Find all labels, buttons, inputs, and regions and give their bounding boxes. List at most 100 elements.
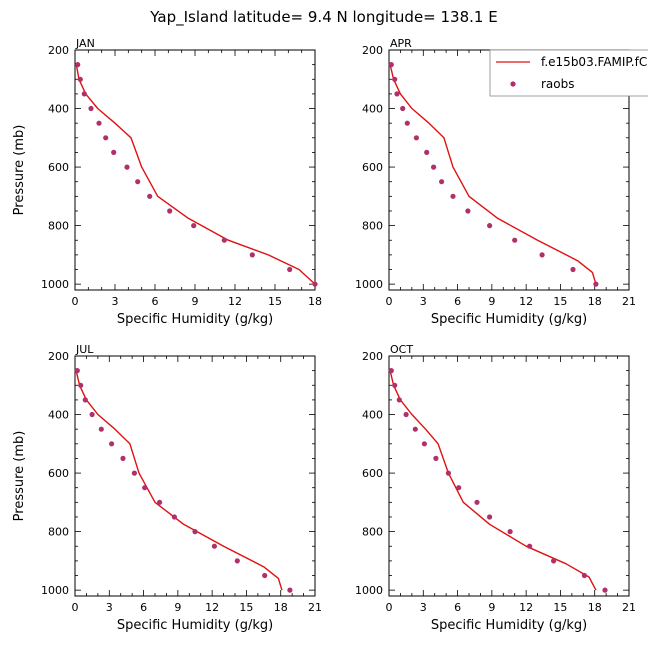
legend: f.e15b03.FAMIP.fC raobs [489, 49, 648, 97]
x-tick-label: 12 [205, 601, 219, 614]
x-tick-label: 3 [112, 295, 119, 308]
raobs-point [412, 426, 418, 432]
panel-label: OCT [390, 343, 413, 356]
raobs-point [424, 149, 430, 155]
y-tick-label: 400 [48, 103, 69, 116]
raobs-point [312, 281, 318, 287]
raobs-point [465, 208, 471, 214]
raobs-point [75, 62, 81, 68]
x-tick-label: 18 [588, 601, 602, 614]
model-series-line [75, 370, 283, 591]
raobs-point [191, 223, 197, 229]
raobs-point [392, 382, 398, 388]
raobs-point [602, 587, 608, 593]
raobs-point [147, 193, 153, 199]
x-axis-label: Specific Humidity (g/kg) [117, 618, 273, 633]
x-tick-label: 12 [228, 295, 242, 308]
raobs-point [74, 368, 80, 374]
x-tick-label: 15 [268, 295, 282, 308]
raobs-point [396, 397, 402, 403]
raobs-point [445, 470, 451, 476]
x-tick-label: 12 [519, 601, 533, 614]
raobs-point [171, 514, 177, 520]
x-tick-label: 12 [519, 295, 533, 308]
raobs-point [456, 485, 462, 491]
raobs-point [539, 252, 545, 258]
raobs-point [431, 164, 437, 170]
x-tick-label: 15 [553, 601, 567, 614]
raobs-point [103, 135, 109, 141]
raobs-point [77, 76, 83, 82]
raobs-point [287, 266, 293, 273]
y-tick-label: 400 [362, 409, 383, 422]
raobs-point [234, 558, 240, 564]
raobs-point [88, 105, 94, 112]
raobs-point [249, 252, 255, 258]
raobs-point [404, 120, 410, 126]
legend-obs-swatch [510, 81, 516, 87]
raobs-point [392, 76, 398, 82]
x-axis-label: Specific Humidity (g/kg) [431, 618, 587, 633]
x-tick-label: 0 [386, 601, 393, 614]
y-tick-label: 600 [362, 467, 383, 480]
raobs-point [512, 237, 518, 243]
raobs-point [109, 441, 115, 447]
x-tick-label: 3 [106, 601, 113, 614]
x-tick-label: 0 [386, 295, 393, 308]
raobs-point [287, 587, 293, 593]
raobs-point [388, 62, 394, 68]
y-tick-label: 600 [48, 467, 69, 480]
model-series-line [389, 64, 597, 285]
raobs-point [111, 149, 117, 155]
raobs-point [96, 120, 102, 126]
y-tick-label: 1000 [355, 278, 383, 291]
x-tick-label: 3 [420, 295, 427, 308]
y-tick-label: 800 [48, 526, 69, 539]
legend-box [489, 49, 648, 97]
raobs-point [400, 105, 406, 112]
x-tick-label: 6 [454, 295, 461, 308]
panel-oct: OCT 0 3 6 9 12 15 18 21 200 400 600 800 1000 Specific … [355, 343, 636, 633]
raobs-point [487, 514, 493, 520]
x-axis-label: Specific Humidity (g/kg) [117, 312, 273, 327]
raobs-point [192, 529, 198, 535]
y-tick-label: 600 [48, 161, 69, 174]
x-tick-label: 21 [308, 601, 322, 614]
legend-obs-label: raobs [541, 77, 575, 91]
raobs-point [551, 558, 557, 564]
raobs-point [82, 397, 88, 403]
model-series-line [75, 64, 316, 285]
y-tick-label: 800 [48, 220, 69, 233]
raobs-point [135, 179, 141, 185]
panel-jan: JAN 0 3 6 9 12 15 18 200 400 600 800 1000 Specific Hu… [12, 37, 322, 327]
x-tick-label: 18 [274, 601, 288, 614]
raobs-point [167, 208, 173, 214]
raobs-point [157, 499, 163, 505]
x-tick-label: 6 [152, 295, 159, 308]
raobs-point [124, 164, 130, 170]
raobs-point [98, 426, 104, 432]
raobs-point [388, 368, 394, 374]
y-tick-label: 800 [362, 526, 383, 539]
raobs-point [142, 485, 148, 491]
x-tick-label: 0 [72, 295, 79, 308]
panel-jul: JUL 0 3 6 9 12 15 18 21 200 400 600 800 1000 Specific … [12, 343, 322, 633]
raobs-point [89, 411, 95, 418]
panel-apr: APR 0 3 6 9 12 15 18 21 200 400 600 800 1000 Specific … [355, 37, 636, 327]
y-axis-label: Pressure (mb) [12, 125, 27, 216]
x-tick-label: 21 [622, 601, 636, 614]
plot-frame [74, 49, 316, 291]
panel-label: JAN [75, 37, 95, 50]
raobs-point [507, 529, 513, 535]
raobs-point [487, 223, 493, 229]
x-tick-label: 18 [588, 295, 602, 308]
x-tick-label: 15 [553, 295, 567, 308]
raobs-point [570, 266, 576, 273]
raobs-point [120, 455, 126, 461]
y-tick-label: 400 [48, 409, 69, 422]
y-tick-label: 1000 [41, 278, 69, 291]
plot-frame [388, 355, 630, 597]
legend-model-label: f.e15b03.FAMIP.fC [541, 55, 647, 69]
y-tick-label: 200 [48, 44, 69, 57]
